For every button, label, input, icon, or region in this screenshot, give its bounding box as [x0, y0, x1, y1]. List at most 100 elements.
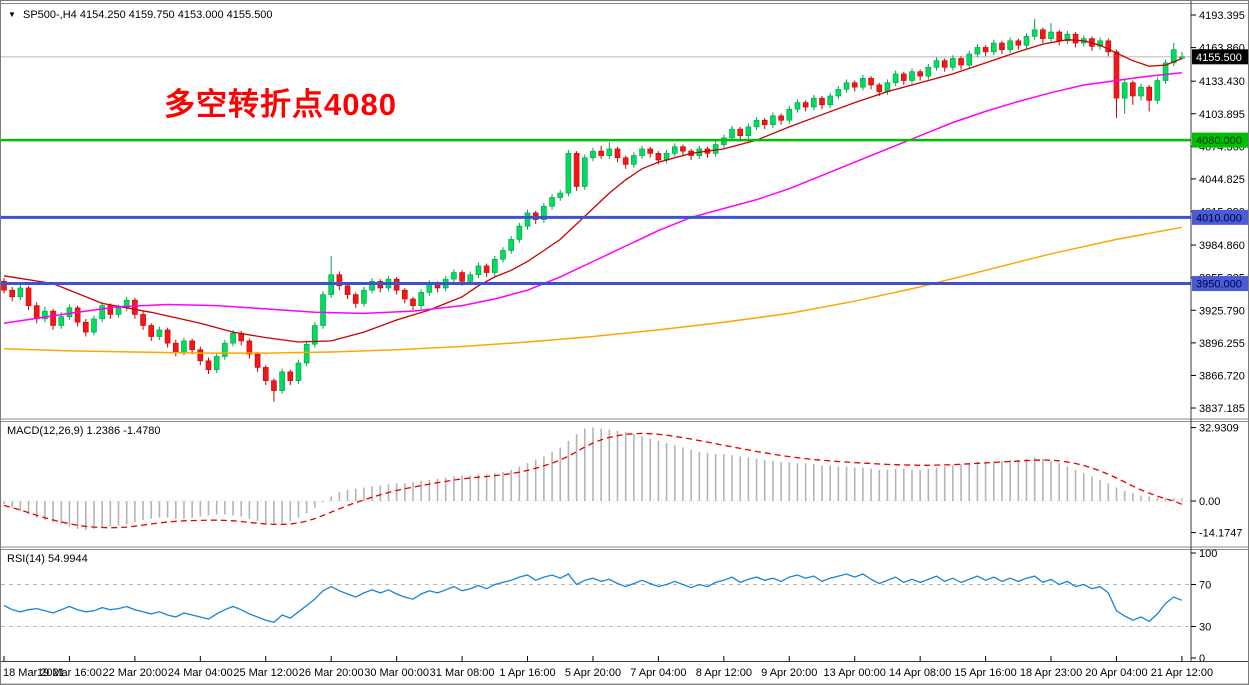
- candle-body: [500, 250, 506, 260]
- candle-body: [639, 148, 645, 156]
- rsi-tick-label: 70: [1199, 580, 1211, 592]
- macd-name: MACD(12,26,9): [7, 425, 84, 437]
- candle-body: [1179, 56, 1185, 59]
- time-axis-label: 30 Mar 00:00: [364, 667, 430, 679]
- candle-body: [851, 82, 858, 88]
- candle-body: [410, 298, 416, 306]
- price-tick-label: 4133.430: [1199, 76, 1245, 88]
- candle-body: [1015, 40, 1022, 46]
- macd-indicator-label: MACD(12,26,9) 1.2386 -1.4780: [7, 425, 161, 437]
- candle-body: [279, 371, 285, 391]
- candle-body: [516, 225, 523, 240]
- price-tick-label: 3984.860: [1199, 240, 1245, 252]
- candle-body: [753, 119, 760, 128]
- candle-body: [868, 78, 874, 86]
- candle-body: [1146, 86, 1152, 101]
- time-axis-label: 15 Apr 16:00: [954, 667, 1017, 679]
- rsi-tick-label: 30: [1199, 622, 1211, 634]
- macd-tick-label: 32.9309: [1199, 423, 1239, 435]
- candle-body: [999, 42, 1005, 50]
- candle-body: [262, 367, 269, 381]
- symbol-dropdown-icon[interactable]: ▼: [8, 10, 16, 19]
- window-top-edge: [1, 3, 1248, 4]
- candle-body: [25, 287, 32, 306]
- candle-body: [1, 281, 7, 291]
- candle-body: [140, 314, 146, 326]
- ohlc-readout: 4154.250 4159.750 4153.000 4155.500: [79, 9, 273, 21]
- candle-body: [17, 287, 24, 298]
- rsi-tick-label: 100: [1199, 548, 1217, 560]
- candle-body: [786, 108, 793, 121]
- candle-body: [1064, 33, 1071, 42]
- candle-body: [336, 274, 343, 287]
- candle-body: [770, 115, 776, 125]
- price-tick-label: 4193.395: [1199, 10, 1245, 22]
- time-axis-label: 25 Mar 12:00: [233, 667, 299, 679]
- macd-values: 1.2386 -1.4780: [86, 425, 161, 437]
- candle-body: [541, 206, 547, 220]
- candle-body: [900, 73, 907, 81]
- time-axis-label: 20 Apr 04:00: [1085, 667, 1148, 679]
- candle-body: [99, 305, 105, 320]
- candle-body: [33, 305, 40, 320]
- candle-body: [172, 342, 179, 353]
- candle-body: [475, 265, 482, 276]
- time-axis-label: 18 Mar 2021: [3, 667, 65, 679]
- price-tick-label: 3866.720: [1199, 370, 1245, 382]
- ma-fast-line: [3, 39, 1183, 343]
- candle-body: [778, 115, 784, 121]
- candle-body: [9, 289, 15, 298]
- candle-body: [794, 102, 801, 110]
- candle-body: [467, 274, 474, 282]
- candle-body: [66, 307, 73, 317]
- time-axis-label: 13 Apr 00:00: [823, 667, 886, 679]
- price-tag-label: 4080.000: [1196, 135, 1242, 147]
- candle-body: [303, 343, 310, 364]
- candle-body: [598, 150, 604, 156]
- candle-body: [590, 150, 596, 159]
- chart-area[interactable]: 4193.3954163.8604133.4304103.8954074.360…: [1, 1, 1249, 661]
- candle-body: [811, 97, 817, 108]
- time-axis-label: 26 Mar 20:00: [298, 667, 364, 679]
- candle-body: [230, 332, 236, 344]
- candle-body: [213, 356, 220, 370]
- candle-body: [1154, 80, 1161, 101]
- candle-body: [508, 239, 514, 251]
- candle-body: [459, 272, 465, 282]
- candle-body: [819, 97, 825, 106]
- candle-body: [369, 281, 375, 291]
- macd-tick-label: -14.1747: [1199, 528, 1242, 540]
- candle-body: [974, 47, 981, 55]
- candle-body: [1170, 49, 1177, 64]
- candle-body: [1162, 62, 1169, 81]
- time-axis-label: 5 Apr 20:00: [564, 667, 622, 679]
- candle-body: [614, 148, 621, 159]
- price-tick-label: 4044.825: [1199, 174, 1245, 186]
- macd-tick-label: 0.00: [1199, 496, 1220, 508]
- rsi-indicator-label: RSI(14) 54.9944: [7, 553, 88, 565]
- candle-body: [42, 310, 48, 320]
- candle-body: [712, 144, 719, 154]
- candle-body: [254, 353, 261, 368]
- candle-body: [352, 294, 359, 304]
- candle-body: [802, 102, 809, 108]
- time-axis-label: 24 Mar 04:00: [167, 667, 233, 679]
- symbol-title-bar: ▼ SP500-,H4 4154.250 4159.750 4153.000 4…: [8, 9, 273, 21]
- symbol-timeframe-label: SP500-,H4: [22, 9, 77, 21]
- time-axis[interactable]: 18 Mar 2021 19 Mar 16:00 22 Mar 20:00 24 Ma…: [1, 661, 1248, 683]
- candle-body: [925, 66, 932, 77]
- candle-body: [1121, 82, 1128, 99]
- chart-text-annotation[interactable]: 多空转折点4080: [164, 87, 397, 122]
- candle-body: [107, 305, 114, 315]
- candle-body: [197, 349, 204, 362]
- candle-body: [1138, 86, 1144, 97]
- candle-body: [843, 82, 850, 90]
- candle-body: [1031, 29, 1038, 37]
- candle-body: [50, 310, 56, 326]
- price-tick-label: 3837.185: [1199, 403, 1245, 415]
- price-tag-4155.500: [1192, 49, 1248, 65]
- candle-body: [671, 146, 678, 154]
- candle-body: [1130, 82, 1136, 97]
- candle-body: [549, 197, 555, 207]
- candle-body: [565, 153, 572, 194]
